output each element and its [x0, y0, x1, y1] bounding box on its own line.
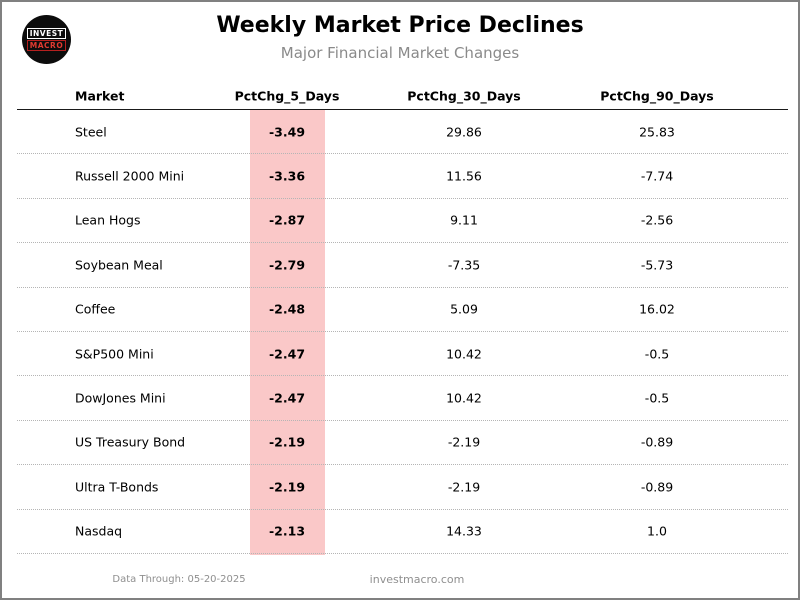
- table-row: Ultra T-Bonds -2.19 -2.19 -0.89: [17, 465, 788, 510]
- pctchg-5-days-cell: -2.47: [268, 346, 306, 362]
- pctchg-30-days-cell: 11.56: [446, 168, 482, 184]
- pctchg-30-days-cell: -7.35: [447, 257, 481, 273]
- pctchg-5-days-cell: -2.87: [268, 212, 306, 228]
- website-label: investmacro.com: [369, 573, 465, 586]
- market-name-cell: Soybean Meal: [75, 257, 163, 273]
- pctchg-5-days-cell: -2.47: [268, 390, 306, 406]
- column-header-market: Market: [75, 88, 125, 103]
- market-name-cell: Nasdaq: [75, 523, 123, 539]
- pctchg-90-days-cell: 1.0: [647, 523, 667, 539]
- market-name-cell: DowJones Mini: [75, 390, 166, 406]
- pctchg-30-days-cell: -2.19: [447, 479, 481, 495]
- pctchg-30-days-cell: 10.42: [446, 390, 482, 406]
- pctchg-30-days-cell: 10.42: [446, 346, 482, 362]
- data-through-label: Data Through: 05-20-2025: [112, 574, 246, 585]
- pctchg-30-days-cell: 14.33: [446, 523, 482, 539]
- pctchg-5-days-cell: -2.13: [268, 523, 306, 539]
- column-header-pctchg-30-days: PctChg_30_Days: [407, 88, 521, 103]
- investmacro-logo: INVEST MACRO: [22, 15, 71, 64]
- pctchg-5-days-cell: -2.19: [268, 479, 306, 495]
- pctchg-5-days-cell: -3.49: [268, 124, 306, 140]
- pctchg-90-days-cell: 25.83: [639, 124, 675, 140]
- pctchg-5-days-cell: -2.19: [268, 434, 306, 450]
- pctchg-90-days-cell: -5.73: [640, 257, 674, 273]
- table-row: Russell 2000 Mini -3.36 11.56 -7.74: [17, 154, 788, 199]
- page-subtitle: Major Financial Market Changes: [280, 44, 520, 62]
- market-name-cell: Ultra T-Bonds: [75, 479, 159, 495]
- table-row: DowJones Mini -2.47 10.42 -0.5: [17, 376, 788, 421]
- pctchg-90-days-cell: -2.56: [640, 212, 674, 228]
- column-header-pctchg-5-days: PctChg_5_Days: [234, 88, 340, 103]
- market-name-cell: US Treasury Bond: [75, 434, 186, 450]
- table-body: Steel -3.49 29.86 25.83 Russell 2000 Mini -3.…: [17, 110, 788, 554]
- logo-invest-text: INVEST: [26, 27, 67, 39]
- market-name-cell: Steel: [75, 124, 107, 140]
- table-row: US Treasury Bond -2.19 -2.19 -0.89: [17, 421, 788, 466]
- table-row: Soybean Meal -2.79 -7.35 -5.73: [17, 243, 788, 288]
- table-header-row: Market PctChg_5_Days PctChg_30_Days PctC…: [17, 82, 788, 110]
- market-name-cell: S&P500 Mini: [75, 346, 154, 362]
- pctchg-90-days-cell: -7.74: [640, 168, 674, 184]
- pctchg5-highlight-band: [250, 110, 325, 555]
- table-row: Steel -3.49 29.86 25.83: [17, 110, 788, 155]
- pctchg-5-days-cell: -2.48: [268, 301, 306, 317]
- pctchg-30-days-cell: 9.11: [450, 212, 478, 228]
- market-table: Market PctChg_5_Days PctChg_30_Days PctC…: [17, 82, 788, 555]
- pctchg-90-days-cell: 16.02: [639, 301, 675, 317]
- table-row: Coffee -2.48 5.09 16.02: [17, 288, 788, 332]
- column-header-pctchg-90-days: PctChg_90_Days: [600, 88, 714, 103]
- page-title: Weekly Market Price Declines: [216, 13, 584, 38]
- pctchg-90-days-cell: -0.5: [644, 346, 670, 362]
- pctchg-5-days-cell: -2.79: [268, 257, 306, 273]
- pctchg-30-days-cell: 5.09: [450, 301, 478, 317]
- pctchg-30-days-cell: 29.86: [446, 124, 482, 140]
- market-name-cell: Russell 2000 Mini: [75, 168, 185, 184]
- table-row: Nasdaq -2.13 14.33 1.0: [17, 510, 788, 554]
- logo-macro-text: MACRO: [26, 40, 67, 52]
- pctchg-30-days-cell: -2.19: [447, 434, 481, 450]
- table-row: Lean Hogs -2.87 9.11 -2.56: [17, 199, 788, 244]
- pctchg-90-days-cell: -0.5: [644, 390, 670, 406]
- pctchg-90-days-cell: -0.89: [640, 434, 674, 450]
- pctchg-5-days-cell: -3.36: [268, 168, 306, 184]
- market-name-cell: Coffee: [75, 301, 116, 317]
- table-row: S&P500 Mini -2.47 10.42 -0.5: [17, 332, 788, 377]
- pctchg-90-days-cell: -0.89: [640, 479, 674, 495]
- market-name-cell: Lean Hogs: [75, 212, 141, 228]
